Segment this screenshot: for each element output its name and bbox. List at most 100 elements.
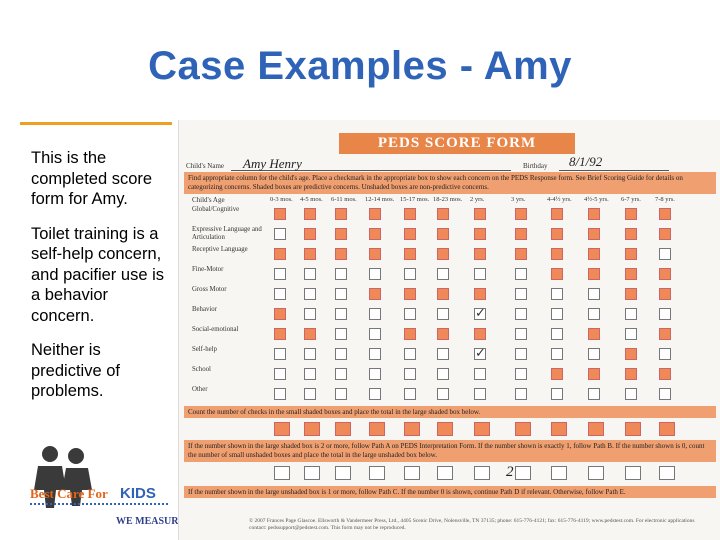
score-checkbox[interactable]: [588, 348, 600, 360]
score-checkbox[interactable]: [437, 368, 449, 380]
score-checkbox[interactable]: [335, 208, 347, 220]
score-checkbox[interactable]: [437, 328, 449, 340]
score-checkbox[interactable]: [274, 368, 286, 380]
score-checkbox[interactable]: [437, 228, 449, 240]
score-checkbox[interactable]: [274, 348, 286, 360]
score-checkbox[interactable]: [369, 328, 381, 340]
score-checkbox[interactable]: [369, 348, 381, 360]
score-checkbox[interactable]: [625, 348, 637, 360]
score-checkbox[interactable]: [404, 248, 416, 260]
score-checkbox[interactable]: [588, 388, 600, 400]
score-checkbox[interactable]: [304, 308, 316, 320]
score-checkbox[interactable]: [404, 308, 416, 320]
unshaded-total-box[interactable]: [515, 466, 531, 480]
shaded-total-box[interactable]: [304, 422, 320, 436]
score-checkbox[interactable]: [335, 328, 347, 340]
score-checkbox[interactable]: [304, 208, 316, 220]
score-checkbox[interactable]: [515, 308, 527, 320]
score-checkbox[interactable]: [659, 368, 671, 380]
score-checkbox[interactable]: [404, 348, 416, 360]
score-checkbox[interactable]: [304, 348, 316, 360]
shaded-total-box[interactable]: [274, 422, 290, 436]
score-checkbox[interactable]: [304, 388, 316, 400]
score-checkbox[interactable]: [335, 268, 347, 280]
score-checkbox[interactable]: [659, 268, 671, 280]
score-checkbox[interactable]: [335, 288, 347, 300]
score-checkbox[interactable]: [335, 308, 347, 320]
score-checkbox[interactable]: [515, 228, 527, 240]
score-checkbox[interactable]: [437, 248, 449, 260]
shaded-total-box[interactable]: [515, 422, 531, 436]
score-checkbox[interactable]: [274, 308, 286, 320]
unshaded-total-box[interactable]: [369, 466, 385, 480]
score-checkbox[interactable]: [369, 208, 381, 220]
score-checkbox[interactable]: [437, 388, 449, 400]
score-checkbox[interactable]: [551, 388, 563, 400]
score-checkbox[interactable]: [274, 328, 286, 340]
unshaded-total-box[interactable]: [304, 466, 320, 480]
score-checkbox[interactable]: [625, 268, 637, 280]
score-checkbox[interactable]: [659, 288, 671, 300]
score-checkbox[interactable]: [551, 268, 563, 280]
score-checkbox[interactable]: [588, 288, 600, 300]
shaded-total-box[interactable]: [437, 422, 453, 436]
score-checkbox[interactable]: [274, 268, 286, 280]
score-checkbox[interactable]: [474, 288, 486, 300]
shaded-total-box[interactable]: [474, 422, 490, 436]
score-checkbox[interactable]: [588, 328, 600, 340]
unshaded-total-box[interactable]: [404, 466, 420, 480]
score-checkbox[interactable]: [404, 388, 416, 400]
score-checkbox[interactable]: [625, 208, 637, 220]
score-checkbox[interactable]: [515, 368, 527, 380]
score-checkbox[interactable]: [304, 228, 316, 240]
shaded-total-box[interactable]: [404, 422, 420, 436]
score-checkbox[interactable]: [659, 348, 671, 360]
unshaded-total-box[interactable]: [335, 466, 351, 480]
score-checkbox[interactable]: [474, 348, 486, 360]
unshaded-total-box[interactable]: [474, 466, 490, 480]
score-checkbox[interactable]: [474, 228, 486, 240]
score-checkbox[interactable]: [659, 328, 671, 340]
score-checkbox[interactable]: [474, 368, 486, 380]
score-checkbox[interactable]: [335, 388, 347, 400]
shaded-total-box[interactable]: [625, 422, 641, 436]
score-checkbox[interactable]: [437, 208, 449, 220]
score-checkbox[interactable]: [335, 368, 347, 380]
score-checkbox[interactable]: [625, 248, 637, 260]
score-checkbox[interactable]: [404, 368, 416, 380]
score-checkbox[interactable]: [335, 248, 347, 260]
score-checkbox[interactable]: [369, 308, 381, 320]
score-checkbox[interactable]: [588, 228, 600, 240]
unshaded-total-box[interactable]: [588, 466, 604, 480]
score-checkbox[interactable]: [551, 368, 563, 380]
score-checkbox[interactable]: [369, 228, 381, 240]
score-checkbox[interactable]: [437, 268, 449, 280]
unshaded-total-box[interactable]: [659, 466, 675, 480]
score-checkbox[interactable]: [274, 208, 286, 220]
score-checkbox[interactable]: [474, 208, 486, 220]
score-checkbox[interactable]: [551, 208, 563, 220]
score-checkbox[interactable]: [625, 328, 637, 340]
score-checkbox[interactable]: [588, 268, 600, 280]
score-checkbox[interactable]: [588, 368, 600, 380]
score-checkbox[interactable]: [515, 248, 527, 260]
unshaded-total-box[interactable]: [551, 466, 567, 480]
score-checkbox[interactable]: [404, 288, 416, 300]
score-checkbox[interactable]: [404, 328, 416, 340]
score-checkbox[interactable]: [659, 308, 671, 320]
score-checkbox[interactable]: [369, 288, 381, 300]
score-checkbox[interactable]: [515, 388, 527, 400]
score-checkbox[interactable]: [474, 388, 486, 400]
score-checkbox[interactable]: [515, 268, 527, 280]
score-checkbox[interactable]: [551, 288, 563, 300]
score-checkbox[interactable]: [625, 228, 637, 240]
shaded-total-box[interactable]: [335, 422, 351, 436]
score-checkbox[interactable]: [404, 228, 416, 240]
score-checkbox[interactable]: [515, 348, 527, 360]
score-checkbox[interactable]: [659, 228, 671, 240]
score-checkbox[interactable]: [304, 368, 316, 380]
score-checkbox[interactable]: [551, 328, 563, 340]
score-checkbox[interactable]: [437, 348, 449, 360]
score-checkbox[interactable]: [274, 288, 286, 300]
unshaded-total-box[interactable]: [437, 466, 453, 480]
